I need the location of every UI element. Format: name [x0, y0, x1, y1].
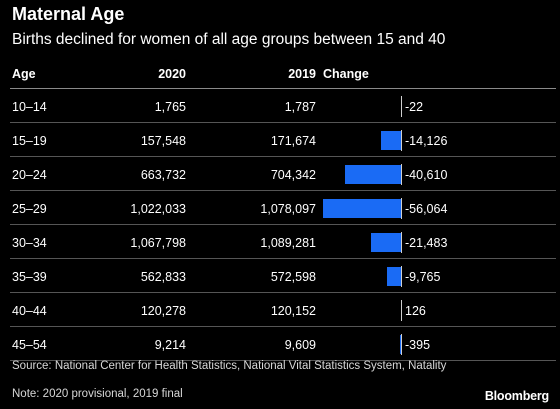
value-2020-cell: 157,548 — [140, 134, 186, 148]
age-cell: 20–24 — [12, 168, 47, 182]
table-row: 25–29 1,022,033 1,078,097 -56,064 — [0, 191, 560, 225]
table-row: 15–19 157,548 171,674 -14,126 — [0, 123, 560, 157]
column-header-change: Change — [323, 67, 369, 81]
value-2019-cell: 1,787 — [284, 100, 316, 114]
row-divider — [10, 258, 556, 259]
age-cell: 40–44 — [12, 304, 47, 318]
chart-subtitle: Births declined for women of all age gro… — [12, 31, 446, 48]
value-2020-cell: 1,022,033 — [130, 202, 186, 216]
table-row: 45–54 9,214 9,609 -395 — [0, 327, 560, 361]
change-label: -22 — [405, 100, 424, 114]
source-note: Source: National Center for Health Stati… — [12, 360, 447, 372]
row-divider — [10, 224, 556, 225]
row-divider — [10, 156, 556, 157]
change-label: -56,064 — [405, 202, 448, 216]
change-baseline — [401, 198, 402, 219]
change-label: 126 — [405, 304, 426, 318]
change-bar — [323, 199, 401, 218]
value-2020-cell: 562,833 — [140, 270, 186, 284]
row-divider — [10, 360, 556, 361]
value-2019-cell: 9,609 — [284, 338, 316, 352]
table-row: 20–24 663,732 704,342 -40,610 — [0, 157, 560, 191]
age-cell: 15–19 — [12, 134, 47, 148]
value-2019-cell: 572,598 — [270, 270, 316, 284]
table-row: 35–39 562,833 572,598 -9,765 — [0, 259, 560, 293]
age-cell: 45–54 — [12, 338, 47, 352]
change-label: -395 — [405, 338, 431, 352]
change-baseline — [401, 300, 402, 321]
change-bar — [400, 335, 401, 354]
bloomberg-logo: Bloomberg — [484, 389, 549, 403]
table-row: 30–34 1,067,798 1,089,281 -21,483 — [0, 225, 560, 259]
change-baseline — [401, 96, 402, 117]
value-2020-cell: 9,214 — [154, 338, 186, 352]
value-2020-cell: 1,067,798 — [130, 236, 186, 250]
change-label: -21,483 — [405, 236, 448, 250]
column-header-2019: 2019 — [288, 67, 316, 81]
value-2020-cell: 663,732 — [140, 168, 186, 182]
change-label: -40,610 — [405, 168, 448, 182]
change-bar — [345, 165, 401, 184]
value-2020-cell: 1,765 — [154, 100, 186, 114]
change-baseline — [401, 164, 402, 185]
change-baseline — [401, 266, 402, 287]
value-2019-cell: 120,152 — [270, 304, 316, 318]
data-table: 10–14 1,765 1,787 -22 15–19 157,548 171,674 -14… — [0, 89, 560, 361]
value-2020-cell: 120,278 — [140, 304, 186, 318]
age-cell: 10–14 — [12, 100, 47, 114]
table-row: 10–14 1,765 1,787 -22 — [0, 89, 560, 123]
column-header-2020: 2020 — [158, 67, 186, 81]
change-baseline — [401, 232, 402, 253]
row-divider — [10, 292, 556, 293]
chart-title: Maternal Age — [12, 4, 125, 24]
change-baseline — [401, 334, 402, 355]
value-2019-cell: 171,674 — [270, 134, 316, 148]
value-2019-cell: 1,089,281 — [260, 236, 316, 250]
age-cell: 25–29 — [12, 202, 47, 216]
header-divider — [10, 88, 556, 89]
value-2019-cell: 1,078,097 — [260, 202, 316, 216]
table-row: 40–44 120,278 120,152 126 — [0, 293, 560, 327]
change-bar — [387, 267, 401, 286]
change-label: -14,126 — [405, 134, 448, 148]
row-divider — [10, 190, 556, 191]
change-label: -9,765 — [405, 270, 441, 284]
row-divider — [10, 326, 556, 327]
age-cell: 30–34 — [12, 236, 47, 250]
age-cell: 35–39 — [12, 270, 47, 284]
value-2019-cell: 704,342 — [270, 168, 316, 182]
change-baseline — [401, 130, 402, 151]
change-bar — [381, 131, 401, 150]
row-divider — [10, 122, 556, 123]
footnote: Note: 2020 provisional, 2019 final — [12, 388, 183, 400]
change-bar — [371, 233, 401, 252]
column-header-age: Age — [12, 67, 36, 81]
